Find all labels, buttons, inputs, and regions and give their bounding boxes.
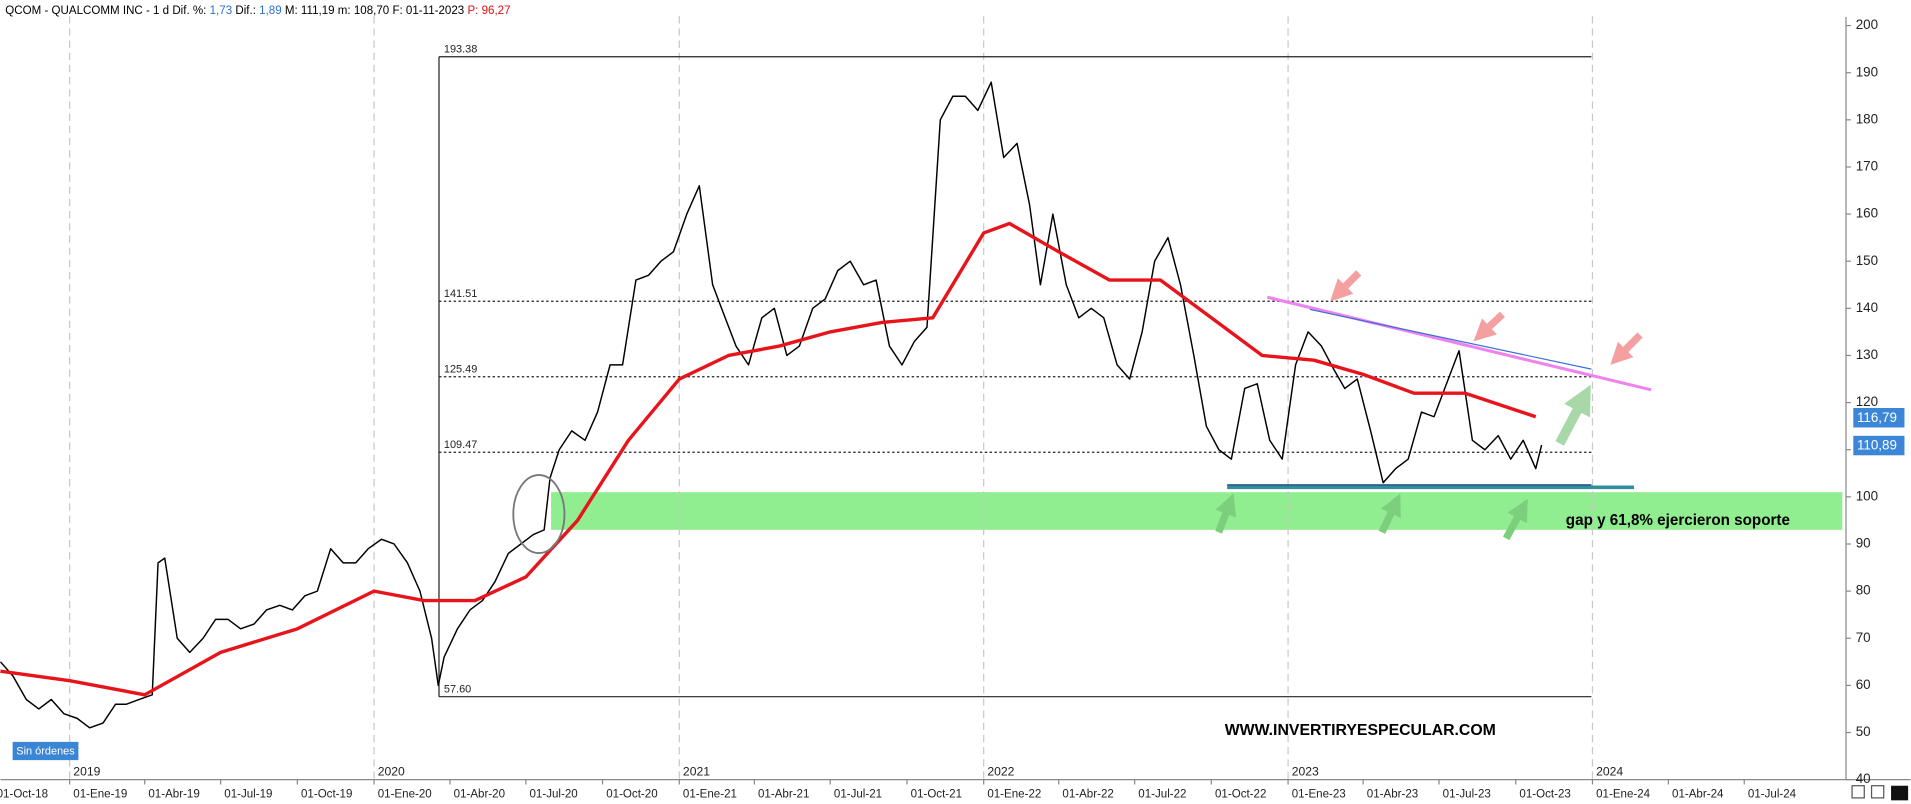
- x-tick-label: 01-Oct-19: [301, 788, 352, 800]
- y-tick-label: 80: [1856, 583, 1871, 598]
- header-symbol: QCOM - QUALCOMM INC - 1 d: [5, 5, 169, 17]
- fib-label: 141.51: [444, 288, 478, 300]
- x-tick-label: 01-Jul-23: [1443, 788, 1491, 800]
- year-label: 2023: [1292, 765, 1319, 779]
- x-tick-label: 01-Oct-18: [0, 788, 48, 800]
- x-tick-label: 01-Oct-22: [1215, 788, 1266, 800]
- x-tick-label: 01-Abr-22: [1062, 788, 1113, 800]
- y-tick-label: 50: [1856, 724, 1871, 739]
- y-tick-label: 60: [1856, 677, 1871, 692]
- x-tick-label: 01-Abr-21: [758, 788, 809, 800]
- fib-label: 109.47: [444, 439, 478, 451]
- y-tick-label: 200: [1856, 17, 1878, 32]
- year-label: 2020: [378, 765, 405, 779]
- watermark: WWW.INVERTIRYESPECULAR.COM: [1225, 722, 1496, 739]
- y-tick-label: 90: [1856, 536, 1871, 551]
- x-tick-label: 01-Jul-19: [224, 788, 272, 800]
- year-label: 2019: [73, 765, 100, 779]
- header-value: P: 96,27: [467, 5, 510, 17]
- zone-label: gap y 61,8% ejercieron soporte: [1566, 512, 1790, 529]
- status-text: Sin órdenes: [16, 746, 75, 758]
- header-value: M: 111,19: [285, 5, 335, 17]
- year-label: 2024: [1596, 765, 1623, 779]
- price-tag-label: 116,79: [1857, 410, 1897, 425]
- x-tick-label: 01-Ene-20: [378, 788, 432, 800]
- fib-label: 57.60: [444, 683, 471, 695]
- support-zone: [551, 492, 1843, 530]
- header-value: 1,89: [259, 5, 282, 17]
- x-tick-label: 01-Abr-23: [1367, 788, 1418, 800]
- header-value: 1,73: [210, 5, 233, 17]
- price-tag-label: 110,89: [1857, 438, 1897, 453]
- year-label: 2021: [683, 765, 710, 779]
- x-tick-label: 01-Jul-20: [529, 788, 577, 800]
- x-tick-label: 01-Oct-23: [1519, 788, 1570, 800]
- y-tick-label: 150: [1856, 253, 1878, 268]
- x-tick-label: 01-Jul-22: [1138, 788, 1186, 800]
- window-icon: [1891, 785, 1909, 801]
- trendline: [1266, 295, 1652, 392]
- header-label: Dif. %:: [172, 5, 206, 17]
- price-tag: [1853, 435, 1905, 456]
- x-tick-label: 01-Oct-21: [911, 788, 962, 800]
- window-icon: [1851, 785, 1865, 799]
- y-tick-label: 40: [1856, 771, 1871, 786]
- x-tick-label: 01-Abr-19: [148, 788, 199, 800]
- y-tick-label: 70: [1856, 630, 1871, 645]
- y-tick-label: 120: [1856, 394, 1878, 409]
- header-label: Dif.:: [235, 5, 256, 17]
- x-tick-label: 01-Jul-24: [1748, 788, 1797, 800]
- x-tick-label: 01-Ene-24: [1596, 788, 1651, 800]
- highlight-circle: [512, 474, 566, 554]
- header-value: m: 108,70: [338, 5, 389, 17]
- moving-average: [0, 221, 1537, 697]
- x-tick-label: 01-Abr-20: [454, 788, 505, 800]
- window-icon: [1870, 785, 1885, 799]
- header-value: F: 01-11-2023: [392, 5, 464, 17]
- trendline: [1309, 308, 1592, 370]
- x-tick-label: 01-Ene-21: [683, 788, 737, 800]
- x-tick-label: 01-Oct-20: [606, 788, 657, 800]
- y-tick-label: 170: [1856, 159, 1878, 174]
- price-line: [0, 81, 1543, 729]
- x-tick-label: 01-Ene-19: [73, 788, 127, 800]
- y-tick-label: 180: [1856, 111, 1878, 126]
- y-tick-label: 190: [1856, 64, 1878, 79]
- y-tick-label: 160: [1856, 206, 1878, 221]
- status-box: [12, 741, 79, 761]
- price-tag: [1853, 407, 1905, 428]
- year-label: 2022: [987, 765, 1014, 779]
- fib-label: 193.38: [444, 43, 478, 55]
- x-tick-label: 01-Ene-23: [1292, 788, 1346, 800]
- x-tick-label: 01-Ene-22: [987, 788, 1041, 800]
- y-tick-label: 130: [1856, 347, 1878, 362]
- fib-label: 125.49: [444, 363, 478, 375]
- x-tick-label: 01-Jul-21: [834, 788, 882, 800]
- y-tick-label: 100: [1856, 488, 1878, 503]
- y-tick-label: 140: [1856, 300, 1878, 315]
- header: QCOM - QUALCOMM INC - 1 d Dif. %: 1,73 D…: [5, 5, 510, 17]
- x-tick-label: 01-Abr-24: [1672, 788, 1724, 800]
- arrows: [1215, 270, 1643, 541]
